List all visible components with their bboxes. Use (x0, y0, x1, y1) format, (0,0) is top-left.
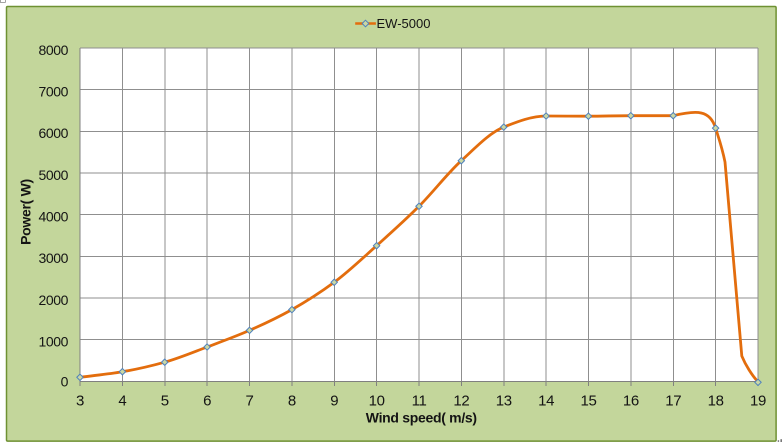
svg-text:Power( W): Power( W) (18, 179, 34, 245)
svg-text:17: 17 (665, 393, 681, 410)
svg-text:12: 12 (453, 393, 469, 410)
svg-text:2000: 2000 (38, 292, 68, 308)
svg-text:15: 15 (581, 393, 597, 410)
svg-text:3: 3 (76, 393, 84, 410)
svg-text:18: 18 (708, 393, 724, 410)
svg-text:0: 0 (61, 374, 69, 390)
svg-text:10: 10 (369, 393, 385, 410)
svg-text:16: 16 (623, 393, 639, 410)
svg-text:8000: 8000 (38, 42, 68, 58)
svg-text:7: 7 (246, 393, 254, 410)
svg-text:5: 5 (161, 393, 169, 410)
svg-text:8: 8 (288, 393, 296, 410)
svg-text:4: 4 (118, 393, 126, 410)
svg-text:14: 14 (538, 393, 554, 410)
svg-text:13: 13 (496, 393, 512, 410)
svg-text:9: 9 (330, 393, 338, 410)
svg-text:7000: 7000 (38, 83, 68, 99)
svg-text:Wind speed( m/s): Wind speed( m/s) (366, 410, 477, 426)
svg-text:6000: 6000 (38, 125, 68, 141)
svg-text:19: 19 (750, 393, 766, 410)
svg-text:11: 11 (412, 393, 427, 410)
svg-text:5000: 5000 (38, 167, 68, 183)
svg-text:1000: 1000 (38, 333, 68, 349)
svg-text:3000: 3000 (38, 250, 68, 266)
svg-text:EW-5000: EW-5000 (377, 16, 431, 31)
svg-text:4000: 4000 (38, 208, 68, 224)
svg-text:6: 6 (203, 393, 211, 410)
